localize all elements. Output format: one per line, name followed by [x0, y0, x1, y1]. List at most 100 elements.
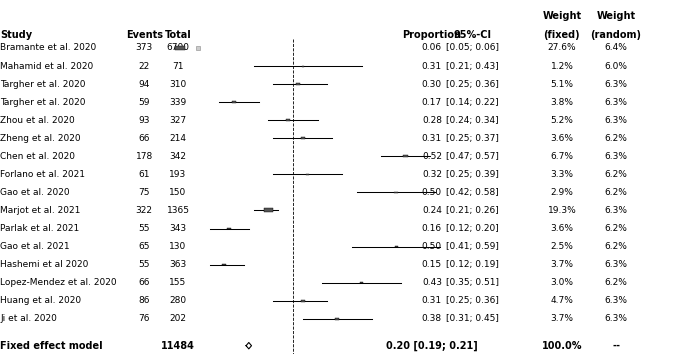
Text: 6.7%: 6.7%	[550, 152, 573, 161]
Text: 1365: 1365	[167, 206, 190, 215]
Text: 0.20 [0.19; 0.21]: 0.20 [0.19; 0.21]	[386, 341, 478, 351]
Text: 3.8%: 3.8%	[550, 98, 573, 107]
Text: 0.31: 0.31	[422, 62, 442, 70]
Text: 0.50: 0.50	[422, 188, 442, 197]
Text: (fixed): (fixed)	[544, 30, 580, 40]
Text: 150: 150	[169, 188, 187, 197]
Text: 3.0%: 3.0%	[550, 278, 573, 287]
Text: 2.5%: 2.5%	[550, 242, 573, 251]
Bar	[395, 246, 397, 247]
Text: 6.3%: 6.3%	[605, 152, 628, 161]
Text: 0.50: 0.50	[422, 242, 442, 251]
Text: [0.35; 0.51]: [0.35; 0.51]	[446, 278, 499, 287]
Text: Gao et al. 2021: Gao et al. 2021	[0, 242, 70, 251]
Text: 0.15: 0.15	[422, 260, 442, 269]
Text: [0.24; 0.34]: [0.24; 0.34]	[446, 116, 499, 125]
Text: 6.3%: 6.3%	[605, 116, 628, 125]
Text: Lopez-Mendez et al. 2020: Lopez-Mendez et al. 2020	[0, 278, 116, 287]
Text: 4.7%: 4.7%	[550, 296, 573, 305]
Text: [0.14; 0.22]: [0.14; 0.22]	[446, 98, 499, 107]
Text: 214: 214	[169, 134, 187, 143]
Text: Ji et al. 2020: Ji et al. 2020	[0, 314, 57, 323]
Text: 22: 22	[139, 62, 150, 70]
Text: Zhou et al. 2020: Zhou et al. 2020	[0, 116, 74, 125]
Text: Huang et al. 2020: Huang et al. 2020	[0, 296, 81, 305]
Text: 193: 193	[169, 170, 187, 179]
Text: 11484: 11484	[161, 341, 195, 351]
Text: [0.25; 0.36]: [0.25; 0.36]	[446, 80, 499, 88]
Text: 0.28: 0.28	[422, 116, 442, 125]
Bar	[395, 192, 397, 193]
Text: 66: 66	[139, 278, 150, 287]
Text: 373: 373	[135, 44, 153, 52]
Text: 0.24: 0.24	[422, 206, 442, 215]
Text: [0.21; 0.43]: [0.21; 0.43]	[446, 62, 499, 70]
Text: Mahamid et al. 2020: Mahamid et al. 2020	[0, 62, 93, 70]
Text: 65: 65	[139, 242, 150, 251]
Text: 6.2%: 6.2%	[605, 170, 628, 179]
Text: 6.3%: 6.3%	[605, 98, 628, 107]
Text: 6.3%: 6.3%	[605, 206, 628, 215]
Text: 75: 75	[139, 188, 150, 197]
Text: 3.6%: 3.6%	[550, 224, 573, 233]
Text: Total: Total	[165, 30, 192, 40]
Text: [0.21; 0.26]: [0.21; 0.26]	[446, 206, 499, 215]
Text: 66: 66	[139, 134, 150, 143]
Text: 3.6%: 3.6%	[550, 134, 573, 143]
Text: 0.06: 0.06	[422, 44, 442, 52]
Text: 6.2%: 6.2%	[605, 278, 628, 287]
Text: 0.16: 0.16	[422, 224, 442, 233]
Text: 59: 59	[139, 98, 150, 107]
Text: 19.3%: 19.3%	[548, 206, 576, 215]
Text: Study: Study	[0, 30, 32, 40]
Text: Fixed effect model: Fixed effect model	[0, 341, 103, 351]
Bar	[296, 83, 300, 85]
Text: 342: 342	[169, 152, 187, 161]
Text: Weight: Weight	[542, 11, 582, 21]
Text: [0.47; 0.57]: [0.47; 0.57]	[446, 152, 499, 161]
Text: 3.3%: 3.3%	[550, 170, 573, 179]
Text: 27.6%: 27.6%	[548, 44, 576, 52]
Bar	[264, 209, 273, 212]
Text: 155: 155	[169, 278, 187, 287]
Text: 3.7%: 3.7%	[550, 260, 573, 269]
Text: 0.31: 0.31	[422, 296, 442, 305]
Text: 2.9%: 2.9%	[550, 188, 573, 197]
Text: 0.43: 0.43	[422, 278, 442, 287]
Text: 55: 55	[139, 224, 150, 233]
Bar	[232, 101, 236, 103]
Polygon shape	[246, 342, 252, 349]
Text: 6.3%: 6.3%	[605, 296, 628, 305]
Text: [0.42; 0.58]: [0.42; 0.58]	[446, 188, 499, 197]
Bar	[175, 46, 185, 50]
Text: 76: 76	[139, 314, 150, 323]
Bar	[301, 300, 305, 302]
Text: 6.2%: 6.2%	[605, 134, 628, 143]
Text: Gao et al. 2020: Gao et al. 2020	[0, 188, 70, 197]
Text: 0.52: 0.52	[422, 152, 442, 161]
Text: Chen et al. 2020: Chen et al. 2020	[0, 152, 75, 161]
Text: Weight: Weight	[596, 11, 636, 21]
Text: 3.7%: 3.7%	[550, 314, 573, 323]
Text: 94: 94	[139, 80, 150, 88]
Text: 280: 280	[169, 296, 187, 305]
Text: 343: 343	[169, 224, 187, 233]
Text: 202: 202	[169, 314, 187, 323]
Text: 178: 178	[135, 152, 153, 161]
Bar	[306, 173, 309, 175]
Text: 6.4%: 6.4%	[605, 44, 628, 52]
Text: 5.2%: 5.2%	[550, 116, 573, 125]
Text: 339: 339	[169, 98, 187, 107]
Text: Parlak et al. 2021: Parlak et al. 2021	[0, 224, 79, 233]
Text: 6.3%: 6.3%	[605, 260, 628, 269]
Text: 6.2%: 6.2%	[605, 242, 628, 251]
Text: 6.3%: 6.3%	[605, 314, 628, 323]
Text: 0.32: 0.32	[422, 170, 442, 179]
Text: Marjot et al. 2021: Marjot et al. 2021	[0, 206, 81, 215]
Text: 71: 71	[173, 62, 183, 70]
Bar	[335, 318, 339, 320]
Text: Zheng et al. 2020: Zheng et al. 2020	[0, 134, 81, 143]
Text: 0.17: 0.17	[422, 98, 442, 107]
Bar	[302, 65, 304, 67]
Text: Targher et al. 2020: Targher et al. 2020	[0, 80, 85, 88]
